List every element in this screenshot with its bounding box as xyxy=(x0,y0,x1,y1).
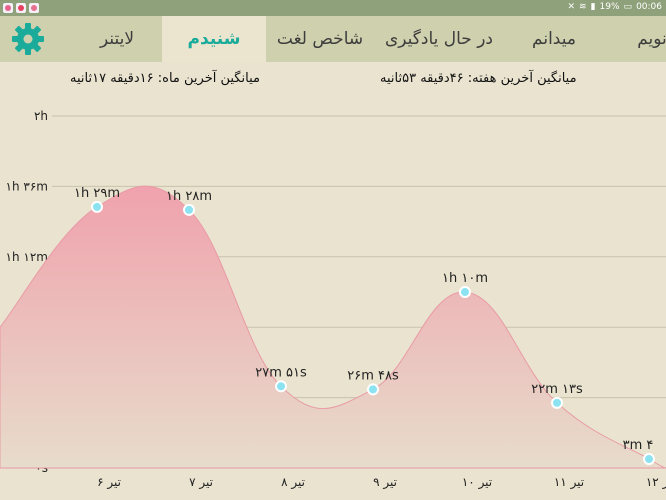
data-point[interactable] xyxy=(643,453,655,466)
data-point[interactable] xyxy=(551,396,563,409)
battery-percent: 19% xyxy=(599,2,620,12)
settings-button[interactable] xyxy=(10,21,46,57)
y-tick-label: ۱h ۱۲m xyxy=(6,250,48,264)
gear-icon xyxy=(12,23,44,55)
tab-know[interactable]: میدانم xyxy=(532,29,576,49)
data-label: ۲۷m ۵۱s xyxy=(255,365,307,380)
status-indicators: ✕ ≋ ▮ 19% ▭ 00:06 xyxy=(567,2,662,12)
x-tick-label: ۹ تیر xyxy=(373,475,397,490)
tab-leitner[interactable]: لایتنر xyxy=(99,29,135,49)
x-tick-label: ۸ تیر xyxy=(281,475,305,490)
data-point[interactable] xyxy=(367,383,379,396)
data-point[interactable] xyxy=(275,380,287,393)
x-tick-label: ۱۲ تیر xyxy=(646,475,666,490)
status-bar: ✕ ≋ ▮ 19% ▭ 00:06 xyxy=(0,0,666,16)
battery-icon: ▭ xyxy=(623,2,633,12)
y-tick-label: ۲h xyxy=(34,109,48,123)
x-tick-label: ۱۰ تیر xyxy=(462,475,492,490)
data-label: ۳m ۴ xyxy=(623,438,654,453)
clock: 00:06 xyxy=(636,2,662,12)
week-average: میانگین آخرین هفته: ۴۶دقیقه ۵۳ثانیه xyxy=(380,71,577,86)
data-point[interactable] xyxy=(459,286,471,298)
month-average: میانگین آخرین ماه: ۱۶دقیقه ۱۷ثانیه xyxy=(70,71,260,86)
x-tick-label: ۶ تیر xyxy=(97,475,121,490)
data-label: ۱h ۲۸m xyxy=(166,189,212,204)
tab-bar xyxy=(0,16,666,62)
notification-icon xyxy=(29,3,39,13)
tab-word-index[interactable]: شاخص لغت xyxy=(276,29,364,49)
tab-new[interactable]: نویم xyxy=(637,29,666,49)
signal-icon: ▮ xyxy=(590,2,596,12)
data-label: ۱h ۱۰m xyxy=(442,271,488,286)
data-label: ۲۶m ۴۸s xyxy=(347,368,399,383)
x-tick-label: ۱۱ تیر xyxy=(554,475,584,490)
y-tick-label: ۱h ۳۶m xyxy=(6,179,48,193)
tab-heard[interactable]: شنیدم xyxy=(162,16,266,62)
notification-icon xyxy=(3,3,13,13)
data-point[interactable] xyxy=(183,203,195,216)
data-point[interactable] xyxy=(91,200,103,213)
tab-learning[interactable]: در حال یادگیری xyxy=(384,29,494,49)
data-label: ۲۲m ۱۳s xyxy=(531,382,583,397)
wifi-icon: ≋ xyxy=(579,2,587,12)
data-label: ۱h ۲۹m xyxy=(74,186,120,201)
notification-icon xyxy=(16,3,26,13)
x-tick-label: ۷ تیر xyxy=(189,475,213,490)
mute-icon: ✕ xyxy=(567,2,576,12)
